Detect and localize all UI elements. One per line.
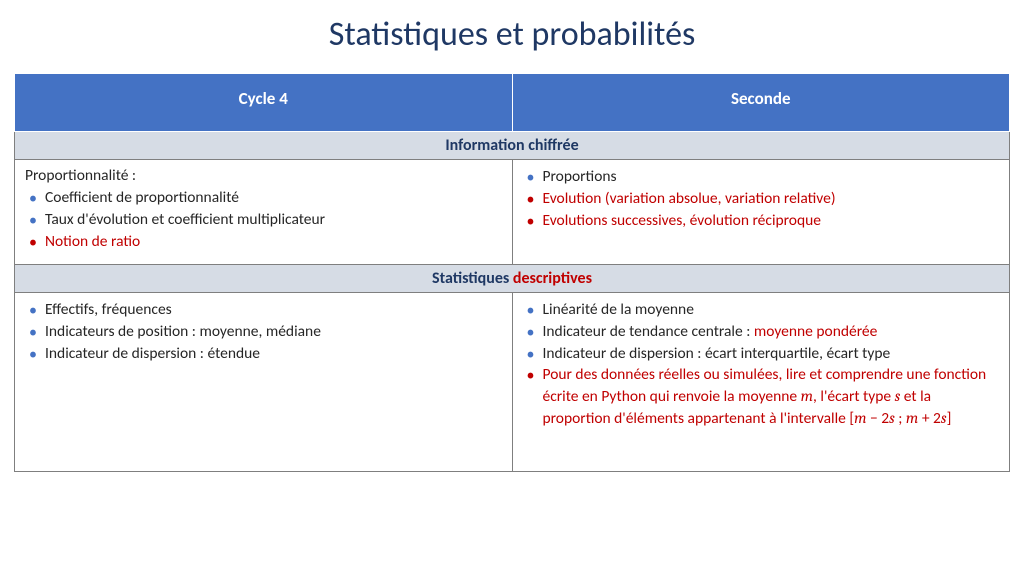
section2-heading-row: Statistiques descriptives	[15, 264, 1010, 292]
section2-left-list: Effectifs, fréquencesIndicateurs de posi…	[25, 300, 502, 365]
section2-content-row: Effectifs, fréquencesIndicateurs de posi…	[15, 292, 1010, 472]
section2-heading: Statistiques descriptives	[15, 264, 1010, 292]
section1-left-cell: Proportionnalité : Coefficient de propor…	[15, 160, 513, 265]
list-item: Effectifs, fréquences	[27, 300, 502, 321]
section2-heading-part1: Statistiques	[432, 269, 513, 288]
section1-content-row: Proportionnalité : Coefficient de propor…	[15, 160, 1010, 265]
section2-right-list: Linéarité de la moyenneIndicateur de ten…	[523, 300, 1000, 431]
section1-left-list: Coefficient de proportionnalitéTaux d'év…	[25, 188, 502, 253]
col-header-left: Cycle 4	[15, 74, 513, 132]
col-header-right: Seconde	[512, 74, 1010, 132]
list-item: Taux d'évolution et coefficient multipli…	[27, 210, 502, 231]
list-item: Indicateur de dispersion : étendue	[27, 344, 502, 365]
list-item: Evolutions successives, évolution récipr…	[525, 211, 1000, 232]
section1-heading-row: Information chiffrée	[15, 132, 1010, 160]
section2-right-cell: Linéarité de la moyenneIndicateur de ten…	[512, 292, 1010, 472]
list-item: Notion de ratio	[27, 232, 502, 253]
list-item: Indicateur de tendance centrale : moyenn…	[525, 322, 1000, 343]
section1-right-cell: ProportionsEvolution (variation absolue,…	[512, 160, 1010, 265]
section1-right-list: ProportionsEvolution (variation absolue,…	[523, 167, 1000, 232]
slide-title: Statistiques et probabilités	[0, 0, 1024, 73]
list-item: Indicateurs de position : moyenne, média…	[27, 322, 502, 343]
list-item: Proportions	[525, 167, 1000, 188]
list-item: Evolution (variation absolue, variation …	[525, 189, 1000, 210]
list-item: Indicateur de dispersion : écart interqu…	[525, 344, 1000, 365]
list-item: Pour des données réelles ou simulées, li…	[525, 365, 1000, 430]
section2-heading-part2: descriptives	[513, 269, 592, 288]
comparison-table: Cycle 4 Seconde Information chiffrée Pro…	[14, 73, 1010, 472]
list-item: Coefficient de proportionnalité	[27, 188, 502, 209]
list-item: Linéarité de la moyenne	[525, 300, 1000, 321]
section2-left-cell: Effectifs, fréquencesIndicateurs de posi…	[15, 292, 513, 472]
section1-left-label: Proportionnalité :	[25, 166, 502, 187]
header-row: Cycle 4 Seconde	[15, 74, 1010, 132]
section1-heading: Information chiffrée	[15, 132, 1010, 160]
